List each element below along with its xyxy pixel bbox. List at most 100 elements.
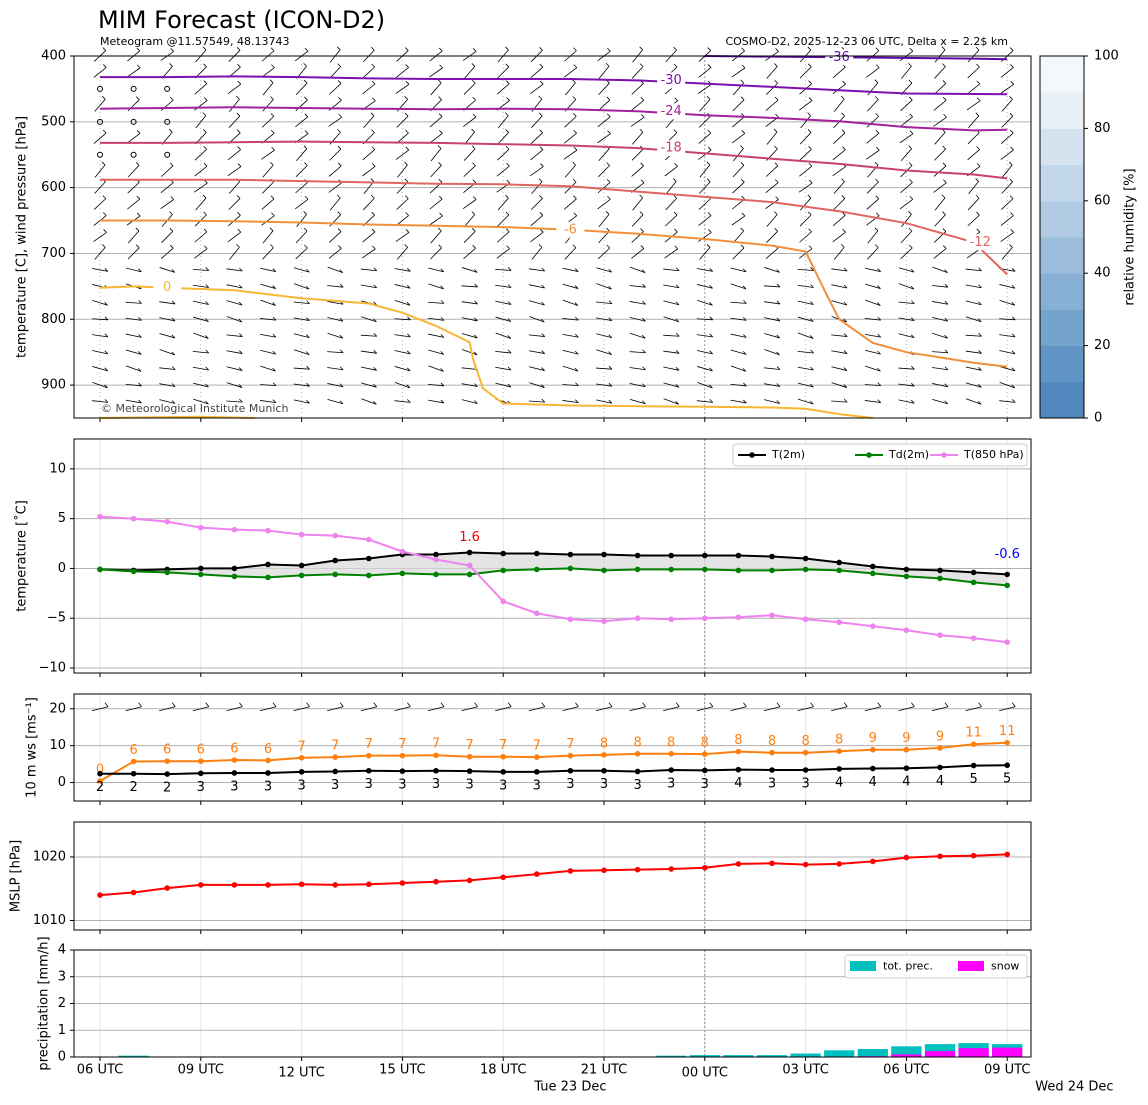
t850-point [198, 524, 204, 531]
wind-barb [531, 115, 543, 128]
wind-barb [698, 132, 712, 144]
wind-barb-flag [944, 269, 948, 273]
x-tick-label: 12 UTC [278, 1066, 324, 1081]
wind-barb-flag [372, 97, 376, 102]
wind-barb-flag [605, 62, 610, 67]
wind-barb-flag [203, 80, 208, 84]
wind-barb-flag [1009, 195, 1014, 199]
wind-barb [394, 350, 411, 355]
wind-barb-flag [741, 212, 746, 217]
wind-barb [966, 100, 981, 111]
wind-barb-flag [674, 245, 679, 250]
wind-barb [866, 181, 879, 194]
wind-barb [629, 301, 646, 305]
mslp-point [534, 871, 540, 877]
wind-barb-flag [1010, 212, 1014, 216]
isotherm-label: -24 [661, 104, 682, 119]
wind-barb [765, 247, 779, 260]
wind-barb-flag [774, 162, 779, 167]
td2m-line [99, 567, 1008, 587]
wind-barb [831, 268, 848, 272]
mslp-point [198, 882, 204, 888]
wind-barb [799, 66, 812, 79]
wind-barb [931, 351, 949, 354]
wind-barb [226, 268, 243, 272]
wind-barb [866, 149, 880, 160]
wind-barb-flag [170, 48, 175, 52]
wind-barb [193, 398, 209, 405]
wind-barb [965, 300, 982, 306]
isotherm-label: -18 [661, 141, 682, 156]
wind-barb [293, 349, 310, 356]
wind-barb [360, 268, 377, 272]
wind-gust-value-label: 7 [533, 739, 541, 754]
wind-mean-value-label: 3 [230, 779, 238, 794]
wind-barb-flag [911, 300, 915, 304]
wind-barb-flag [406, 268, 411, 272]
wind-barb [965, 398, 982, 405]
wind-barb-flag [539, 228, 544, 233]
wind-barb [194, 165, 208, 177]
wind-mean-point [567, 767, 574, 774]
wind-barb [125, 349, 142, 355]
calm-wind-marker [164, 118, 171, 125]
t850-point [668, 616, 674, 623]
wind-barb [192, 366, 209, 371]
wind-gust-value-label: 7 [331, 739, 339, 754]
wind-barb-flag [371, 163, 376, 167]
wind-barb-flag [507, 267, 512, 271]
wind-barb [397, 164, 408, 178]
wind-barb [461, 333, 478, 339]
wind-barb [664, 166, 678, 177]
wind-gust-value-label: 8 [600, 736, 608, 751]
wind-barb [528, 350, 545, 354]
wind-barb [261, 149, 275, 160]
wind-barb-flag [236, 47, 241, 51]
wind-barb [127, 165, 140, 178]
wind-barb [294, 198, 309, 210]
wind-barb [696, 334, 713, 338]
surface-wind-barb-flag [507, 702, 512, 707]
surface-wind-barb-flag [306, 702, 310, 707]
wind-barb-flag [305, 351, 310, 355]
wind-barb-flag [840, 243, 845, 248]
wind-barb [495, 284, 512, 288]
wind-barb [932, 398, 948, 405]
wind-barb [327, 351, 344, 354]
wind-barb-flag [406, 384, 411, 389]
legend-label: tot. prec. [883, 960, 933, 973]
wind-barb-flag [943, 113, 947, 118]
surface-wind-barb [831, 706, 848, 712]
wind-barb [159, 317, 176, 322]
calm-wind-marker [97, 118, 103, 125]
t850-point [702, 615, 708, 622]
wind-barb-flag [272, 268, 277, 272]
wind-barb [260, 318, 276, 321]
wind-barb [430, 165, 442, 178]
wind-barb [293, 333, 310, 339]
wind-barb-flag [338, 245, 342, 249]
wind-barb-flag [507, 366, 512, 371]
wind-barb-flag [373, 350, 378, 354]
wind-gust-point [399, 752, 406, 759]
surface-wind-barb [730, 706, 747, 712]
wind-barb [999, 318, 1016, 321]
wind-barb-flag [405, 64, 409, 68]
wind-barb [192, 284, 209, 288]
wind-barb-flag [910, 399, 915, 404]
wind-barb-flag [743, 317, 747, 321]
isotherm-label: 0 [163, 280, 171, 295]
wind-gust-value-label: 8 [701, 736, 709, 751]
wind-mean-point [769, 767, 775, 773]
wind-barb [394, 400, 411, 403]
wind-barb [395, 215, 409, 226]
surface-wind-barb [595, 706, 613, 712]
wind-gust-value-label: 9 [936, 729, 944, 744]
wind-barb-flag [807, 194, 812, 199]
surface-wind-barb-flag [709, 702, 714, 707]
wind-barb-flag [810, 284, 814, 288]
surface-wind-barb-flag [575, 702, 579, 707]
wind-mean-value-label: 3 [297, 778, 305, 793]
wind-barb [901, 65, 912, 79]
wind-barb-flag [673, 63, 678, 68]
